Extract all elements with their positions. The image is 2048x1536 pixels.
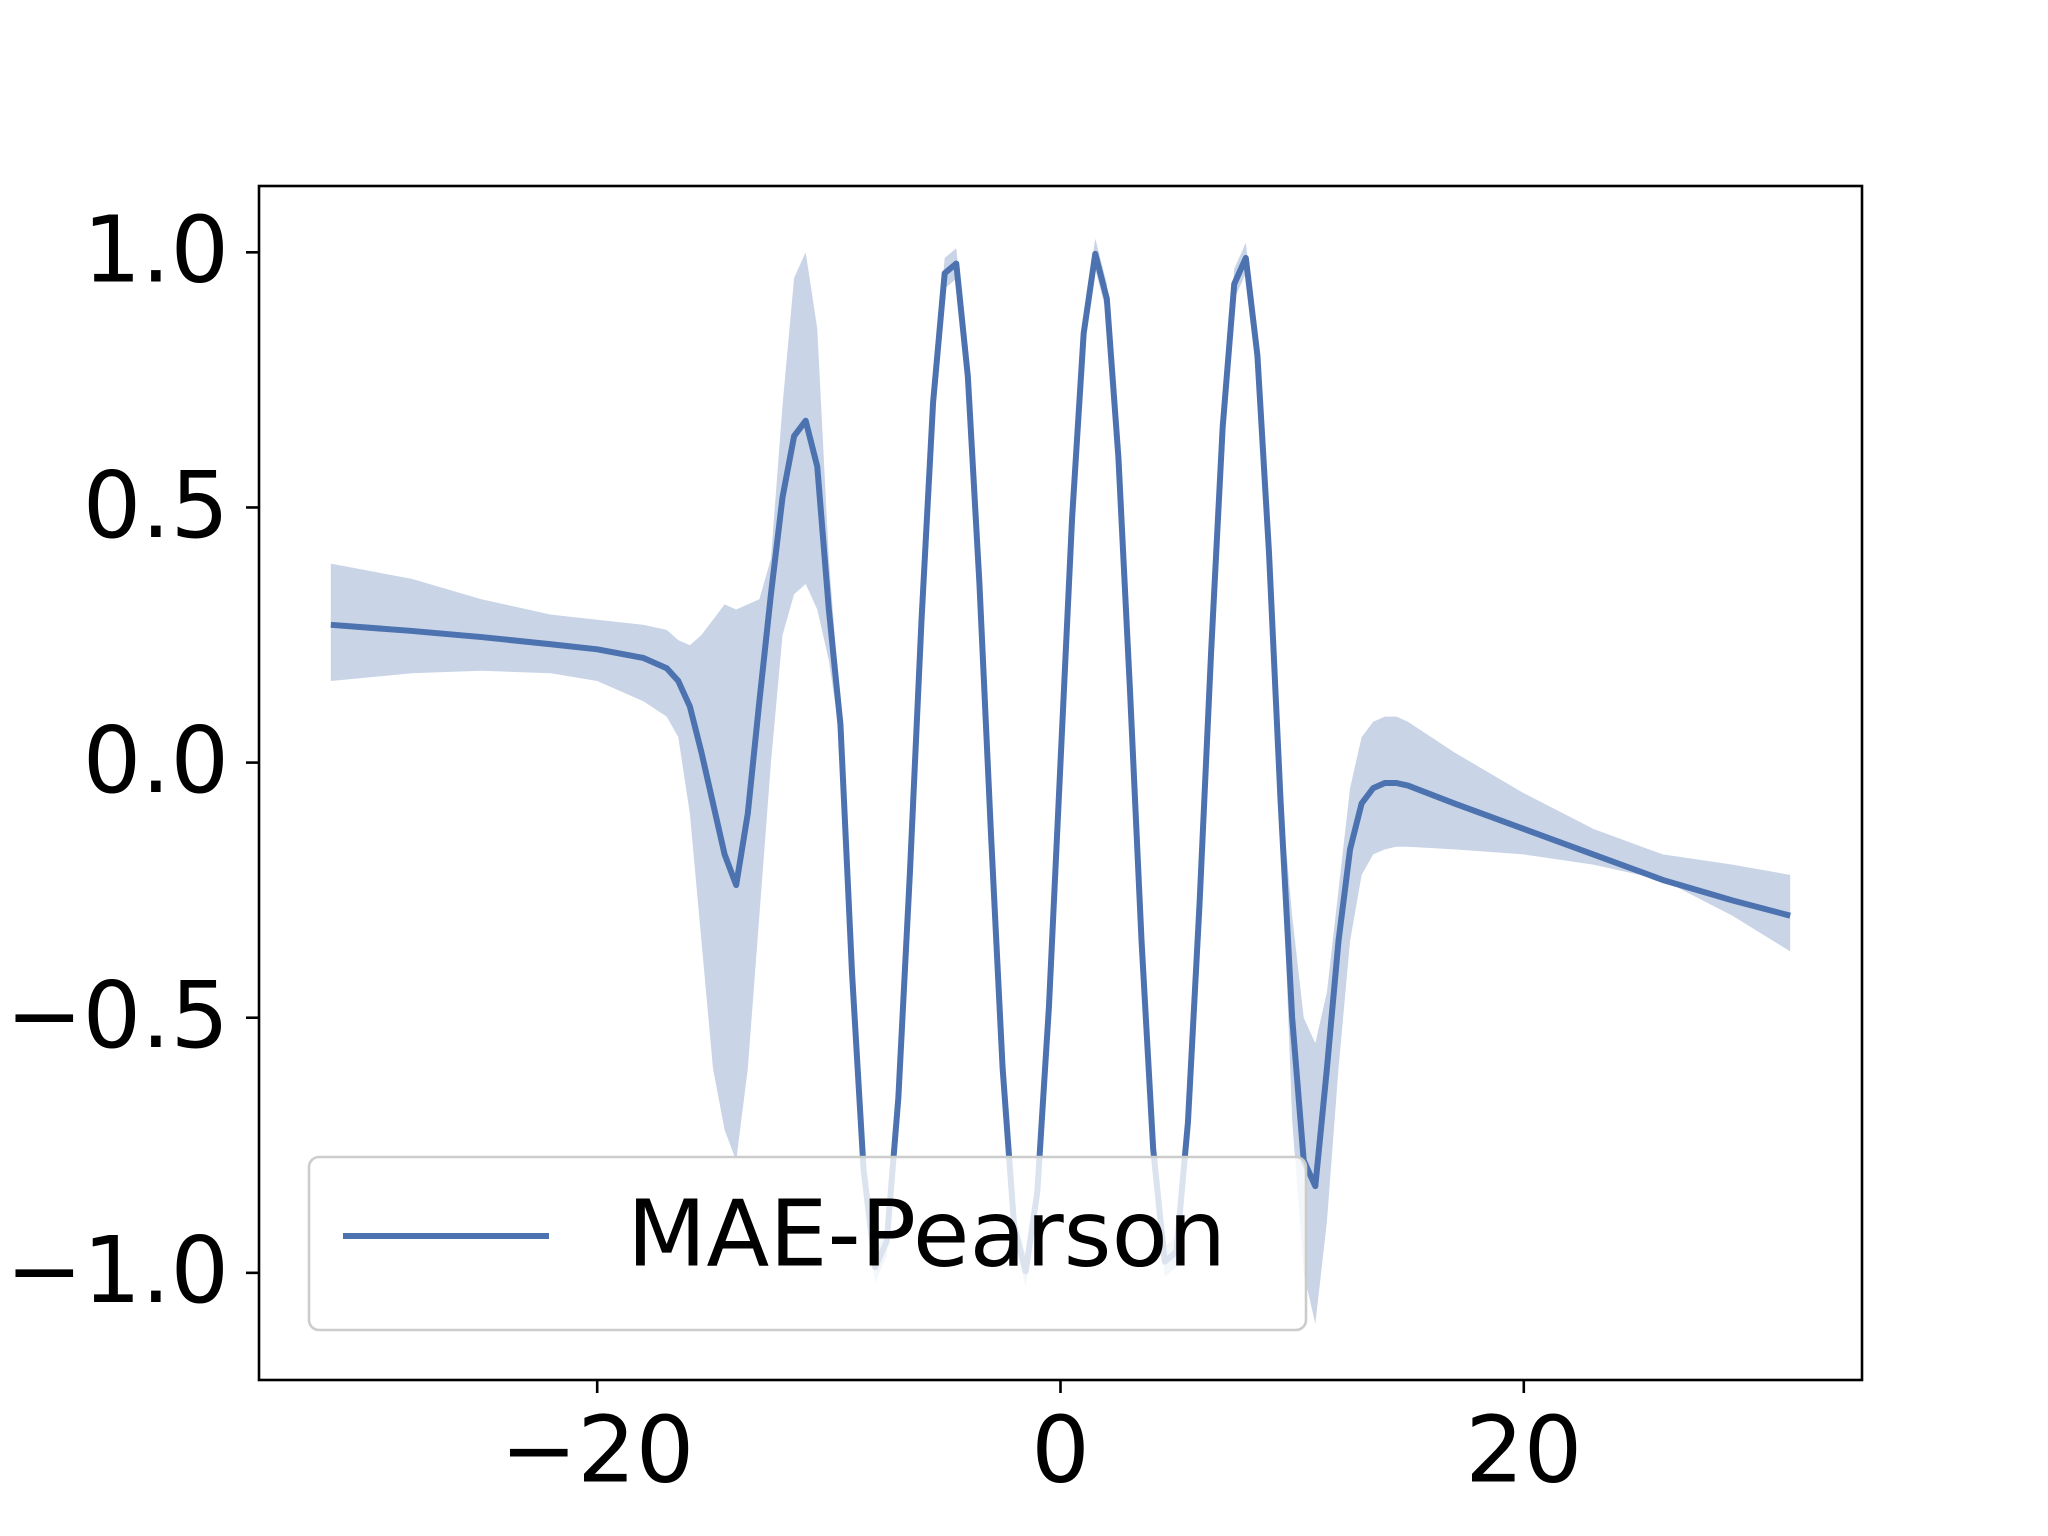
y-tick-label: 1.0 <box>83 197 229 304</box>
y-tick-label: −0.5 <box>6 962 229 1069</box>
legend-label: MAE-Pearson <box>627 1180 1226 1287</box>
y-tick-label: 0.0 <box>83 707 229 814</box>
x-tick-label: 0 <box>1031 1396 1090 1503</box>
line <box>330 250 1791 1275</box>
x-tick-label: 20 <box>1465 1396 1582 1503</box>
x-tick-label: −20 <box>500 1396 694 1503</box>
confidence-band <box>330 238 1791 1324</box>
legend-box <box>307 1155 1308 1332</box>
legend: MAE-Pearson <box>307 1155 1308 1332</box>
y-tick-label: −1.0 <box>6 1217 229 1324</box>
y-tick-label: 0.5 <box>83 452 229 559</box>
